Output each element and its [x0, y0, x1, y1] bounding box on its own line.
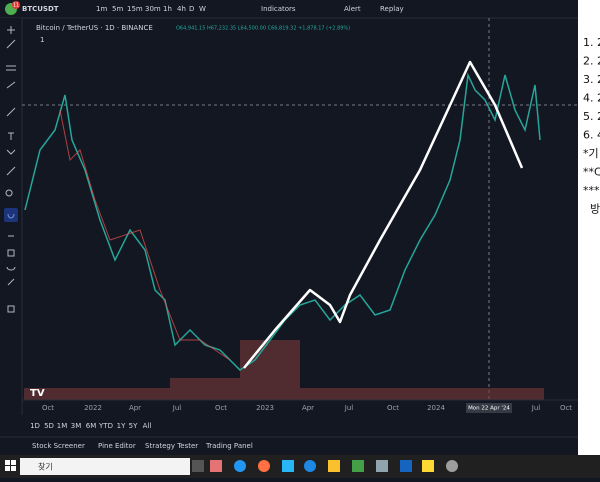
interval[interactable]: 5m — [112, 5, 123, 13]
x-tick-label: 2022 — [84, 404, 102, 412]
alert[interactable]: Alert — [344, 5, 361, 13]
x-tick-label: Oct — [42, 404, 54, 412]
range-button[interactable]: 6M — [86, 422, 97, 430]
search-text[interactable]: 찾기 — [38, 462, 53, 472]
logo: TV — [30, 388, 45, 399]
search-box[interactable] — [20, 458, 190, 475]
side-text: 5. 2 — [583, 110, 600, 123]
range-button[interactable]: 5D — [44, 422, 54, 430]
x-tick-label: Oct — [387, 404, 399, 412]
start-icon[interactable] — [5, 460, 16, 471]
interval[interactable]: W — [199, 5, 206, 13]
legend-count: 1 — [40, 36, 44, 44]
side-text: **C — [583, 166, 600, 179]
x-tick-label: 2024 — [427, 404, 445, 412]
range-button[interactable]: 1M — [57, 422, 68, 430]
side-text: 3. 2 — [583, 73, 600, 86]
indicators[interactable]: Indicators — [261, 5, 296, 13]
range-button[interactable]: 5Y — [129, 422, 138, 430]
x-tick-label: Jul — [172, 404, 182, 412]
range-button[interactable]: 1Y — [117, 422, 126, 430]
top-toolbar — [0, 0, 578, 18]
drawing — [243, 60, 524, 369]
side-text: 2. 2 — [583, 55, 600, 68]
side-text: 6. 4 — [583, 129, 600, 142]
price-series-down — [59, 109, 231, 361]
range-button[interactable]: All — [143, 422, 152, 430]
volume — [24, 340, 544, 400]
bottom-tab[interactable]: Stock Screener — [32, 442, 85, 450]
interval[interactable]: 30m — [145, 5, 161, 13]
range-button[interactable]: 1D — [30, 422, 40, 430]
crosshair-label: Mon 22 Apr '24 — [468, 406, 510, 412]
price-series — [24, 72, 541, 371]
bottom-panel — [0, 415, 578, 455]
interval[interactable]: 1h — [163, 5, 172, 13]
bottom-tab[interactable]: Strategy Tester — [145, 442, 198, 450]
tool-icons — [5, 26, 16, 313]
side-panel — [578, 0, 600, 455]
side-text: 4. 2 — [583, 92, 600, 105]
bottom-tab[interactable]: Trading Panel — [205, 442, 253, 450]
x-tick-label: Jul — [531, 404, 541, 412]
side-text: *** — [583, 184, 600, 197]
x-tick-label: 2023 — [256, 404, 274, 412]
interval[interactable]: 4h — [177, 5, 186, 13]
legend-ohlc: O64,941.15 H67,232.35 L64,500.00 C66,819… — [176, 26, 350, 32]
badge — [12, 1, 20, 9]
range-button[interactable]: 3M — [71, 422, 82, 430]
interval[interactable]: 15m — [127, 5, 143, 13]
x-tick-label: Oct — [215, 404, 227, 412]
badge-count: 11 — [13, 3, 19, 9]
x-tick-label: Apr — [302, 404, 314, 412]
x-tick-label: Jul — [344, 404, 354, 412]
taskbar-icons — [192, 460, 458, 472]
crosshair-label-box — [466, 403, 512, 413]
replay[interactable]: Replay — [380, 5, 404, 13]
side-text: 방 — [590, 203, 600, 216]
active-tool[interactable] — [4, 208, 18, 222]
x-tick-label: Oct — [560, 404, 572, 412]
symbol[interactable]: BTCUSDT — [22, 5, 59, 13]
side-text: *기 — [583, 147, 599, 160]
range-button[interactable]: YTD — [98, 422, 113, 430]
interval[interactable]: 1m — [96, 5, 107, 13]
x-tick-label: Apr — [129, 404, 141, 412]
bottom-tab[interactable]: Pine Editor — [98, 442, 136, 450]
side-text: 1. 2 — [583, 36, 600, 49]
legend-title: Bitcoin / TetherUS · 1D · BINANCE — [36, 24, 153, 32]
interval[interactable]: D — [189, 5, 194, 13]
